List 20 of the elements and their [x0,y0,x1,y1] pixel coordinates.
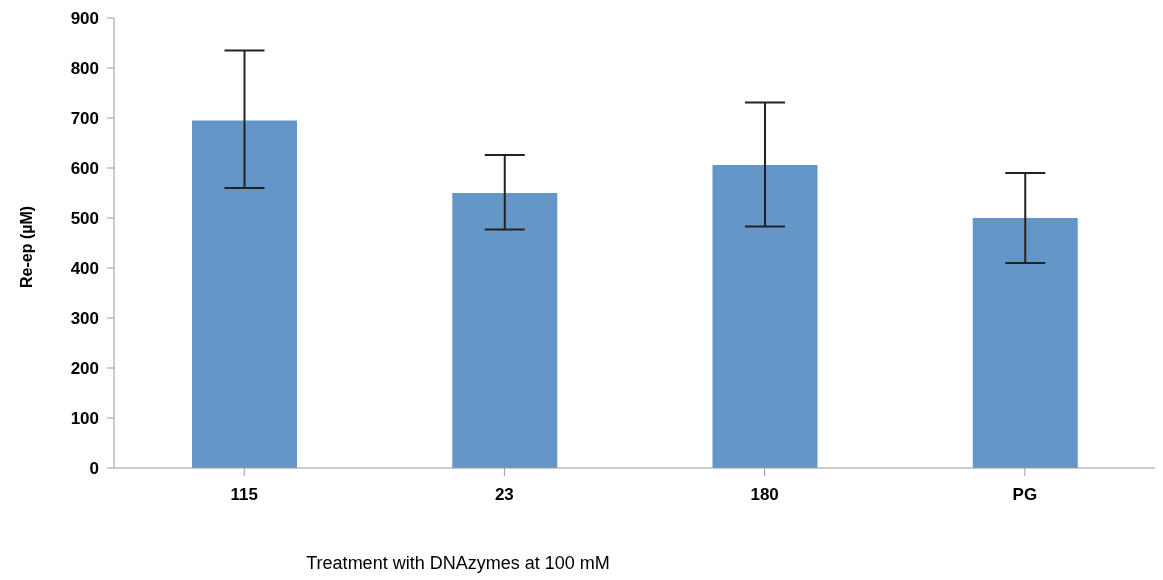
y-tick-label: 700 [70,109,99,129]
bar [972,218,1078,468]
x-tick-label: 180 [750,485,779,505]
x-tick-label: PG [1012,485,1038,505]
y-tick-label: 600 [70,159,99,179]
x-tick-label: 115 [230,485,258,505]
x-tick-label: 23 [494,485,514,505]
y-tick-label: 800 [70,59,99,79]
bar [192,120,297,468]
y-tick-label: 300 [70,309,99,329]
y-tick-label: 500 [70,209,99,229]
y-axis-title: Re-ep (µM) [17,205,35,288]
y-tick-label: 200 [70,359,99,379]
x-axis-title: Treatment with DNAzymes at 100 mM [305,553,611,574]
y-tick-label: 100 [70,409,99,429]
y-tick-label: 900 [70,9,99,29]
bar [712,165,818,468]
y-tick-label: 0 [89,459,99,479]
y-tick-label: 400 [70,259,99,279]
bar [452,193,558,468]
